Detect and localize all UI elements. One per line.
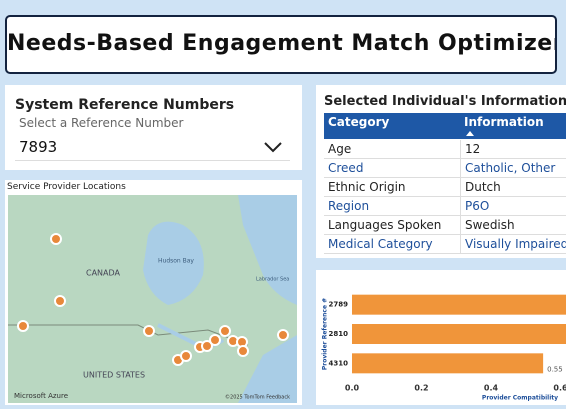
map-label: Hudson Bay xyxy=(158,258,194,265)
map-brand: Microsoft Azure xyxy=(14,392,68,400)
bar xyxy=(352,294,566,315)
map-label: UNITED STATES xyxy=(83,371,145,380)
table-header-cell: Information xyxy=(464,115,544,129)
chart-panel: 0.0 0.2 0.4 0.6 Provider Compatibility Provid… xyxy=(316,270,566,405)
table-cell: Medical Category xyxy=(328,237,433,251)
chevron xyxy=(264,142,282,153)
x-tick-label: 0.0 xyxy=(345,384,360,393)
marker xyxy=(17,320,29,332)
chart: 0.0 0.2 0.4 0.6 Provider Compatibility Provid… xyxy=(322,294,566,402)
map-label: Labrador Sea xyxy=(256,277,289,283)
y-tick-label: 2810 xyxy=(329,330,349,338)
row-divider xyxy=(324,215,566,216)
marker xyxy=(219,325,231,337)
map: Hudson Bay CANADA Labrador Sea UNITED ST… xyxy=(8,195,297,403)
x-tick-label: 0.6 xyxy=(553,384,566,393)
x-axis-title: Provider Compatibility xyxy=(482,395,558,402)
water xyxy=(238,195,297,305)
table-header xyxy=(324,113,566,139)
table-header-cell: Category xyxy=(328,115,390,129)
row-divider xyxy=(324,158,566,159)
bar xyxy=(352,353,544,374)
marker xyxy=(209,334,221,346)
row-divider xyxy=(324,177,566,178)
map-panel: Service Provider Locations Hudson Bay CA… xyxy=(5,180,302,405)
marker xyxy=(201,340,213,352)
table-panel: Selected Individual's Information Catego… xyxy=(316,85,566,258)
slicer: System Reference Numbers Select a Refere… xyxy=(5,85,302,170)
x-tick-label: 0.4 xyxy=(484,384,499,393)
markers xyxy=(17,233,289,366)
table-cell: Swedish xyxy=(460,216,566,234)
table-cell: Region xyxy=(328,199,370,213)
map-label: CANADA xyxy=(86,269,121,278)
table-cell: Visually Impaired xyxy=(460,235,566,253)
slicer-placeholder: Select a Reference Number xyxy=(19,116,184,130)
dropdown-value: 7893 xyxy=(19,138,58,156)
dropdown[interactable]: 7893 xyxy=(15,135,290,161)
table-cell: Languages Spoken xyxy=(328,218,442,232)
table-cell: Ethnic Origin xyxy=(328,180,406,194)
table-cell: Age xyxy=(328,142,352,156)
row-divider xyxy=(324,234,566,235)
table-cell: Dutch xyxy=(460,178,566,196)
marker xyxy=(277,329,289,341)
sort-arrow[interactable] xyxy=(466,131,474,136)
y-tick-label: 2789 xyxy=(329,301,349,309)
y-axis-title: Provider Reference # xyxy=(322,298,329,370)
title: Needs-Based Engagement Match Optimizer xyxy=(7,31,557,56)
marker xyxy=(143,325,155,337)
table-cell: P6O xyxy=(460,197,566,215)
table-cell: Catholic, Other xyxy=(460,159,566,177)
bar xyxy=(352,324,566,344)
water xyxy=(143,221,204,305)
map-credit: ©2025 TomTom Feedback xyxy=(225,394,290,401)
row-divider xyxy=(324,196,566,197)
table-cell: Creed xyxy=(328,161,364,175)
row-divider xyxy=(324,253,566,254)
water xyxy=(238,335,297,403)
map-title: Service Provider Locations xyxy=(7,182,126,192)
slicer-title: System Reference Numbers xyxy=(15,97,235,113)
marker xyxy=(237,345,249,357)
marker xyxy=(50,233,62,245)
marker xyxy=(54,295,66,307)
header: Needs-Based Engagement Match Optimizer xyxy=(5,15,557,74)
x-tick-label: 0.2 xyxy=(414,384,428,393)
y-tick-label: 4310 xyxy=(329,359,349,367)
value-label: 0.55 xyxy=(547,365,563,373)
table-cell: 12 xyxy=(460,140,566,158)
table-title: Selected Individual's Information xyxy=(324,94,566,109)
marker xyxy=(180,350,192,362)
